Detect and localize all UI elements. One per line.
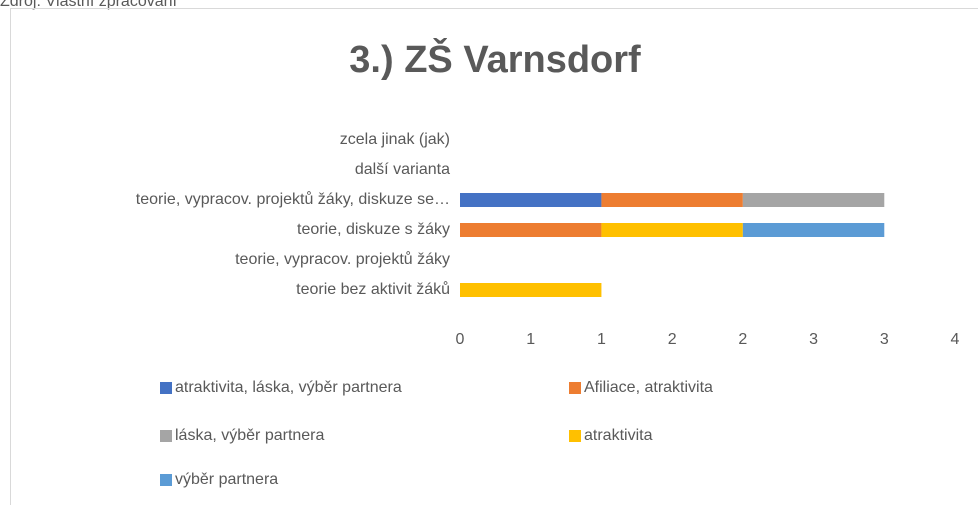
x-tick-label: 1 [597,331,606,348]
legend-label: atraktivita, láska, výběr partnera [175,379,402,396]
x-tick-label: 3 [809,331,818,348]
y-tick-label: teorie, diskuze s žáky [297,221,450,238]
bar-segment [460,283,602,297]
legend-swatch [569,382,581,394]
y-tick-label: zcela jinak (jak) [340,131,450,148]
bar-segment [601,223,743,237]
x-tick-label: 1 [526,331,535,348]
bar-segment [742,223,885,237]
y-tick-label: teorie, vypracov. projektů žáky, diskuze… [136,190,450,208]
legend-label: láska, výběr partnera [175,427,325,444]
y-tick-label: další varianta [355,161,450,178]
y-tick-label: teorie, vypracov. projektů žáky [235,250,450,268]
y-tick-label: teorie bez aktivit žáků [296,280,450,298]
legend-swatch [160,474,172,486]
x-tick-label: 3 [880,331,889,348]
bar-segment [460,193,602,207]
x-tick-label: 2 [738,331,747,348]
chart-title: 3.) ZŠ Varnsdorf [349,36,641,81]
bar-segment [601,193,743,207]
legend-swatch [160,382,172,394]
source-note: Zdroj: Vlastní zpracování [0,0,178,10]
x-tick-label: 2 [668,331,677,348]
legend-label: atraktivita [584,427,653,444]
x-tick-label: 4 [951,331,960,348]
legend-label: výběr partnera [175,471,278,488]
bar-segment [460,223,602,237]
chart-frame [10,8,978,505]
legend-swatch [160,430,172,442]
legend-label: Afiliace, atraktivita [584,379,713,396]
bar-segment [742,193,885,207]
x-tick-label: 0 [456,331,465,348]
legend-swatch [569,430,581,442]
